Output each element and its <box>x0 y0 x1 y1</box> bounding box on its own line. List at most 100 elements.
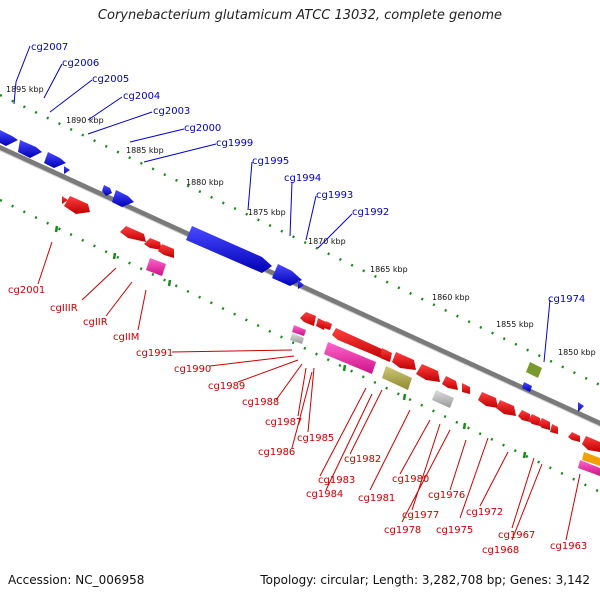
accession-text: Accession: NC_006958 <box>8 573 145 587</box>
gene-cg1982 <box>380 348 392 362</box>
gene-cg1966 <box>538 418 550 430</box>
label-cg1978: cg1978 <box>384 525 421 536</box>
gene-cg1976 <box>462 383 470 394</box>
label-cg1976: cg1976 <box>428 490 465 501</box>
scale-label-1895: 1895 kbp <box>6 85 44 94</box>
label-cg2000: cg2000 <box>184 123 221 134</box>
scale-label-1875: 1875 kbp <box>248 208 286 217</box>
label-cgIIM: cgIIM <box>113 332 139 343</box>
gene-cg2001-tip <box>62 196 68 204</box>
label-cg1993: cg1993 <box>316 190 353 201</box>
scale-labels: 1895 kbp 1890 kbp 1885 kbp 1880 kbp 1875… <box>6 85 596 357</box>
forward-gene-labels[interactable]: cg2007 cg2006 cg2005 cg2004 cg2003 cg200… <box>31 42 585 305</box>
scale-label-1890: 1890 kbp <box>66 116 104 125</box>
label-cg1975: cg1975 <box>436 525 473 536</box>
label-cg1974: cg1974 <box>548 294 585 305</box>
reverse-leader-lines <box>37 241 581 541</box>
label-cg1986: cg1986 <box>258 447 295 458</box>
gene-pink-right <box>578 460 600 476</box>
gene-cg1967 <box>528 414 540 426</box>
gene-orange <box>582 452 600 466</box>
gene-cg1999 <box>186 226 272 273</box>
scale-label-1885: 1885 kbp <box>126 146 164 155</box>
reverse-genes[interactable] <box>62 196 600 476</box>
gene-olive <box>382 366 412 390</box>
forward-genes[interactable] <box>0 130 584 412</box>
genome-backbone-shadow <box>0 150 600 427</box>
gene-cg2001 <box>64 196 90 214</box>
gene-cg1995 <box>272 264 302 286</box>
gene-cg1972 <box>478 392 498 408</box>
gene-cg1965 <box>550 424 558 434</box>
scale-label-1865: 1865 kbp <box>370 265 408 274</box>
label-cg2005: cg2005 <box>92 74 129 85</box>
gene-cg1974 <box>522 382 532 392</box>
gene-cg1985 <box>332 328 386 360</box>
gene-cg2005 <box>44 152 66 168</box>
label-cg1988: cg1988 <box>242 397 279 408</box>
gene-cg1991 <box>300 312 316 326</box>
gene-cg1971 <box>496 400 516 416</box>
scale-label-1860: 1860 kbp <box>432 293 470 302</box>
gene-cg1980 <box>416 364 440 382</box>
topology-text: Topology: circular; Length: 3,282,708 bp… <box>260 573 590 587</box>
gene-cg1977 <box>442 376 458 390</box>
label-cg1994: cg1994 <box>284 173 321 184</box>
gene-cg1984 <box>324 342 376 374</box>
map-title: Corynebacterium glutamicum ATCC 13032, c… <box>97 8 503 23</box>
label-cg1981: cg1981 <box>358 493 395 504</box>
gene-cg2004-small <box>64 166 70 174</box>
gene-cg1963-a <box>568 432 580 442</box>
gene-cg2003 <box>102 185 112 196</box>
scale-label-1870: 1870 kbp <box>308 237 346 246</box>
label-cg1984: cg1984 <box>306 489 343 500</box>
gene-cg1994-small <box>298 280 304 289</box>
label-cg1967: cg1967 <box>498 530 535 541</box>
label-cg2001: cg2001 <box>8 285 45 296</box>
gene-cg1968 <box>518 410 530 422</box>
label-cg1991: cg1991 <box>136 348 173 359</box>
label-cg1963: cg1963 <box>550 541 587 552</box>
gene-gray <box>432 390 454 408</box>
gene-cg1963-b <box>582 436 600 452</box>
label-cg1968: cg1968 <box>482 545 519 556</box>
forward-leader-lines <box>13 45 551 363</box>
label-cg2003: cg2003 <box>153 106 190 117</box>
label-cg1992: cg1992 <box>352 207 389 218</box>
label-cg1990: cg1990 <box>174 364 211 375</box>
label-cgIIR: cgIIR <box>83 317 108 328</box>
gene-cgIIR <box>144 238 162 250</box>
label-cg2006: cg2006 <box>62 58 99 69</box>
label-cg1989: cg1989 <box>208 381 245 392</box>
gene-cg1990 <box>316 318 326 330</box>
scale-label-1855: 1855 kbp <box>496 320 534 329</box>
label-cg1985: cg1985 <box>297 433 334 444</box>
gene-cg2006 <box>18 140 42 158</box>
label-cg1987: cg1987 <box>265 417 302 428</box>
gene-cgIIIR <box>120 226 146 242</box>
gene-cg1981 <box>392 352 416 370</box>
scale-label-1850: 1850 kbp <box>558 348 596 357</box>
scale-label-1880: 1880 kbp <box>186 178 224 187</box>
inner-scale-track <box>0 198 600 494</box>
label-cg1980: cg1980 <box>392 474 429 485</box>
label-cg1995: cg1995 <box>252 156 289 167</box>
gene-cg2000 <box>112 190 134 207</box>
gene-cg1989 <box>324 321 332 330</box>
gene-pink-1 <box>146 258 166 276</box>
gene-pink-small <box>292 325 306 336</box>
label-cg2004: cg2004 <box>123 91 160 102</box>
label-cg2007: cg2007 <box>31 42 68 53</box>
gene-cg2007 <box>0 130 18 146</box>
label-cgIIIR: cgIIIR <box>50 303 78 314</box>
gene-gray-small <box>290 333 304 344</box>
reverse-gene-labels[interactable]: cg2001 cgIIIR cgIIR cgIIM cg1991 cg1990 … <box>8 285 587 556</box>
gene-cgIIM <box>158 244 174 258</box>
label-cg1977: cg1977 <box>402 510 439 521</box>
label-cg1972: cg1972 <box>466 507 503 518</box>
inner-major-ticks <box>54 225 527 459</box>
label-cg1999: cg1999 <box>216 138 253 149</box>
label-cg1982: cg1982 <box>344 454 381 465</box>
gene-green <box>526 362 542 378</box>
